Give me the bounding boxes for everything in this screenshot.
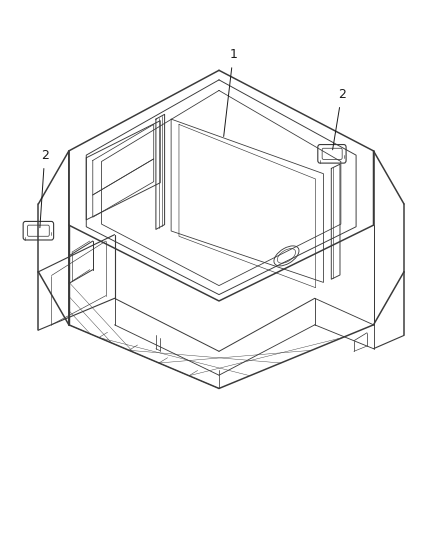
- Text: 1: 1: [230, 48, 237, 61]
- Text: 2: 2: [41, 149, 49, 162]
- Text: 2: 2: [338, 88, 346, 101]
